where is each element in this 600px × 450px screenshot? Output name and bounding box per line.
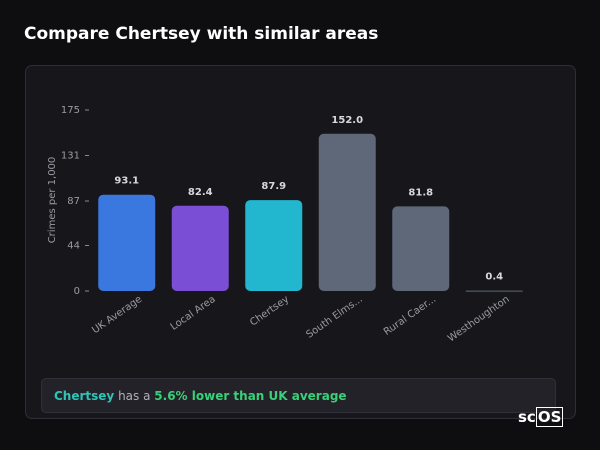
y-axis-label: Crimes per 1,000 <box>47 157 58 244</box>
x-tick-label: Local Area <box>169 294 218 333</box>
page-title: Compare Chertsey with similar areas <box>24 24 379 44</box>
value-label: 82.4 <box>188 187 213 198</box>
bar <box>245 200 303 291</box>
summary-highlight: 5.6% lower than UK average <box>154 389 347 403</box>
bar <box>318 133 376 291</box>
logo-box: OS <box>535 407 564 427</box>
y-tick-label: 131 <box>61 151 80 162</box>
x-tick-label: Westhoughton <box>446 294 512 345</box>
summary-area: Chertsey <box>54 389 115 403</box>
value-label: 152.0 <box>331 115 363 126</box>
bar <box>171 205 229 291</box>
y-tick-label: 44 <box>67 240 80 251</box>
bar <box>98 194 156 291</box>
value-label: 81.8 <box>408 187 433 198</box>
value-label: 93.1 <box>114 176 139 187</box>
summary: Chertsey has a 5.6% lower than UK averag… <box>41 378 556 413</box>
value-label: 87.9 <box>261 181 286 192</box>
logo: sc OS <box>518 407 564 427</box>
x-tick-label: South Elms... <box>304 294 364 341</box>
bar <box>392 206 450 291</box>
x-tick-label: Rural Caer... <box>382 294 438 338</box>
y-tick-label: 175 <box>61 105 80 116</box>
value-label: 0.4 <box>485 272 503 283</box>
x-tick-label: Chertsey <box>248 294 291 329</box>
bar <box>465 290 523 292</box>
y-tick-label: 0 <box>74 286 80 297</box>
x-tick-label: UK Average <box>90 294 144 336</box>
summary-text: has a <box>118 389 151 403</box>
y-tick-label: 87 <box>67 196 80 207</box>
logo-prefix: sc <box>518 408 536 426</box>
